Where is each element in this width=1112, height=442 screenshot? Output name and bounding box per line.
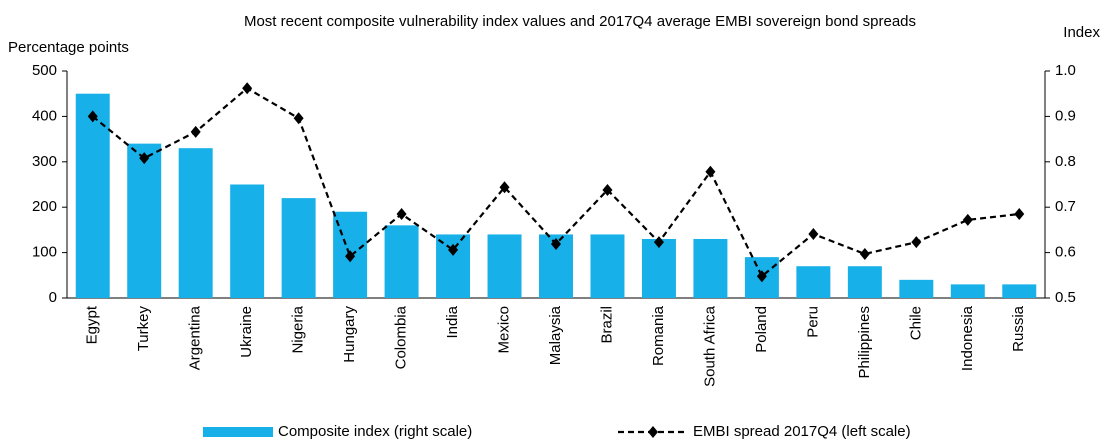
marker (962, 213, 973, 226)
marker (653, 236, 664, 249)
bar (384, 225, 419, 298)
marker (911, 236, 922, 249)
y2-tick-label: 0.8 (1055, 153, 1076, 170)
legend-label: EMBI spread 2017Q4 (left scale) (693, 423, 911, 440)
x-tick-label: Hungary (341, 306, 358, 363)
y-tick-label: 400 (32, 107, 57, 124)
marker (602, 183, 613, 196)
x-tick-label: Russia (1010, 305, 1027, 352)
x-tick-label: Philippines (856, 306, 873, 379)
y2-tick-label: 1.0 (1055, 62, 1076, 79)
x-tick-label: Chile (907, 306, 924, 340)
x-tick-label: Colombia (393, 305, 410, 369)
y2-tick-label: 0.7 (1055, 198, 1076, 215)
bar (487, 234, 522, 298)
bar (950, 284, 985, 298)
bar (127, 143, 162, 298)
y-tick-label: 500 (32, 62, 57, 79)
x-tick-label: Ukraine (238, 306, 255, 358)
y2-tick-label: 0.9 (1055, 107, 1076, 124)
x-tick-label: Egypt (84, 305, 101, 344)
marker (499, 181, 510, 194)
legend-marker (648, 426, 658, 438)
marker (859, 247, 870, 260)
marker (345, 250, 356, 263)
marker (293, 112, 304, 125)
x-tick-label: Romania (650, 305, 667, 366)
bar (75, 93, 110, 298)
marker (1014, 208, 1025, 221)
marker (190, 125, 201, 138)
marker (242, 82, 253, 95)
marker (448, 243, 459, 256)
bar (899, 279, 934, 298)
marker (87, 110, 98, 123)
y2-axis-label: Index (1063, 24, 1100, 41)
legend-label: Composite index (right scale) (278, 423, 472, 440)
marker (551, 237, 561, 250)
x-tick-label: Peru (804, 306, 821, 338)
y-tick-label: 300 (32, 153, 57, 170)
bar (693, 238, 728, 298)
bar (1002, 284, 1037, 298)
y2-tick-label: 0.5 (1055, 289, 1076, 306)
marker (705, 165, 716, 178)
x-tick-label: Argentina (187, 305, 204, 370)
marker (808, 227, 819, 240)
x-tick-label: Malaysia (547, 305, 564, 365)
x-tick-label: South Africa (701, 305, 718, 387)
marker (139, 152, 150, 165)
x-tick-label: Turkey (135, 306, 152, 352)
bar (281, 198, 316, 298)
x-tick-label: Mexico (495, 306, 512, 354)
legend-swatch (203, 427, 273, 437)
x-tick-label: Poland (753, 306, 770, 353)
x-tick-label: Nigeria (290, 305, 307, 353)
bar (641, 238, 676, 298)
bar (590, 234, 625, 298)
y-axis-label: Percentage points (8, 39, 129, 56)
x-tick-label: Brazil (598, 306, 615, 344)
y2-tick-label: 0.6 (1055, 244, 1076, 261)
y-tick-label: 0 (49, 289, 57, 306)
chart-subtitle: Most recent composite vulnerability inde… (244, 13, 916, 30)
y-tick-label: 200 (32, 198, 57, 215)
x-tick-label: India (444, 305, 461, 338)
bar (796, 266, 831, 298)
marker (756, 270, 767, 283)
bar (230, 184, 265, 298)
x-tick-label: Indonesia (959, 305, 976, 371)
marker (396, 208, 407, 221)
y-tick-label: 100 (32, 244, 57, 261)
bar (178, 148, 213, 298)
bar (847, 266, 882, 298)
